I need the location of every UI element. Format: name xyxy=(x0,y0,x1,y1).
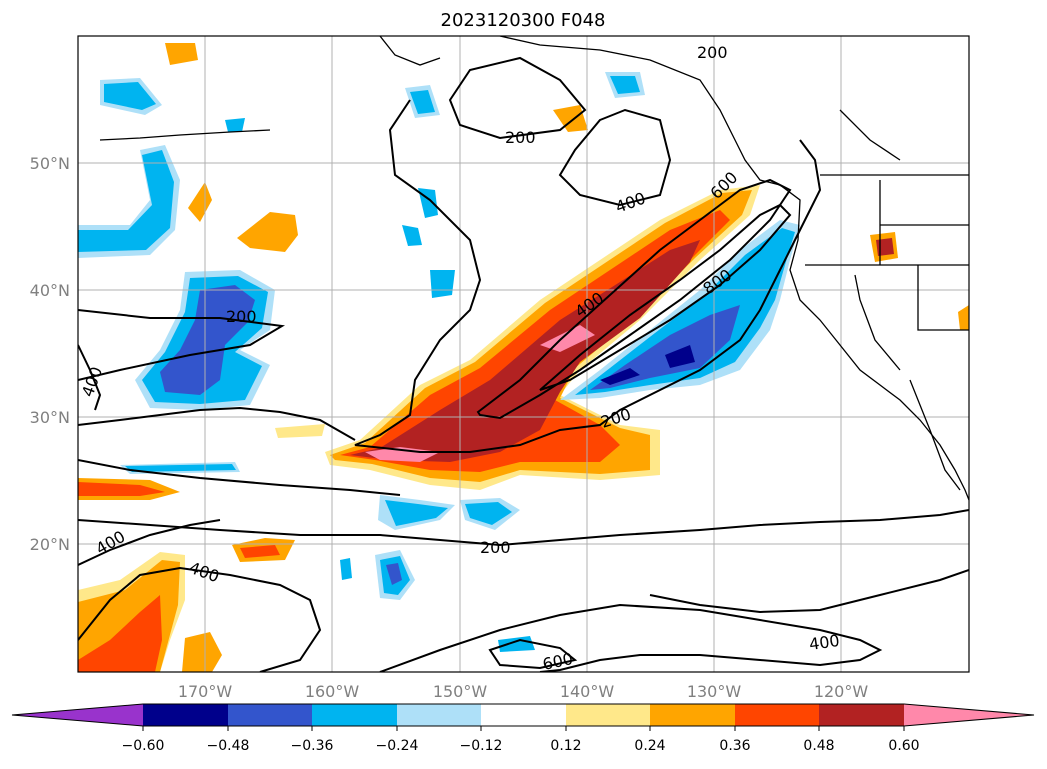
colorbar-tick-label: −0.60 xyxy=(122,738,165,754)
lat-tick-label: 30°N xyxy=(30,408,70,427)
negative-band-navy xyxy=(600,368,640,385)
colorbar-segment xyxy=(650,704,735,726)
contour-label: 200 xyxy=(505,128,536,147)
colorbar-segment xyxy=(397,704,481,726)
contours xyxy=(78,56,969,672)
positive-band-darkred xyxy=(350,240,700,462)
colorbar-tick-label: 0.24 xyxy=(634,738,665,754)
colorbar-segment xyxy=(143,704,228,726)
colorbar: −0.60 −0.48 −0.36 −0.24 −0.12 0.12 0.24 … xyxy=(11,703,1035,754)
colorbar-tick-label: 0.48 xyxy=(803,738,834,754)
colorbar-ticks xyxy=(142,726,905,731)
contour-label: 200 xyxy=(697,43,728,62)
lon-tick-label: 150°W xyxy=(433,682,488,701)
colorbar-high-extension xyxy=(904,704,1034,726)
contour-label: 200 xyxy=(480,538,511,557)
colorbar-segment xyxy=(735,704,819,726)
colorbar-segment xyxy=(481,704,566,726)
contour-label: 200 xyxy=(226,307,257,326)
lon-tick-label: 170°W xyxy=(178,682,233,701)
coastlines xyxy=(99,36,969,501)
map-frame xyxy=(77,35,970,673)
lat-axis: 50°N 40°N 30°N 20°N xyxy=(30,154,70,554)
gridlines xyxy=(78,36,969,672)
contour-label: 400 xyxy=(808,631,841,654)
map-title: 2023120300 F048 xyxy=(441,10,606,31)
lon-tick-label: 160°W xyxy=(305,682,360,701)
lon-tick-label: 130°W xyxy=(687,682,742,701)
map-panel: 200 200 200 200 200 400 400 400 400 400 … xyxy=(78,36,969,674)
lat-tick-label: 50°N xyxy=(30,154,70,173)
colorbar-tick-label: −0.48 xyxy=(207,738,250,754)
colorbar-tick-label: −0.36 xyxy=(291,738,334,754)
lon-tick-label: 120°W xyxy=(814,682,869,701)
colorbar-low-extension xyxy=(12,704,143,726)
contour-label: 600 xyxy=(541,649,575,674)
colorbar-tick-label: 0.36 xyxy=(719,738,750,754)
colorbar-segment xyxy=(312,704,397,726)
colorbar-segment xyxy=(819,704,904,726)
colorbar-tick-label: −0.24 xyxy=(376,738,419,754)
negative-band-blue xyxy=(575,228,795,395)
colorbar-tick-label: 0.60 xyxy=(888,738,919,754)
positive-band-pink xyxy=(365,447,440,462)
lon-axis: 170°W 160°W 150°W 140°W 130°W 120°W xyxy=(178,682,869,701)
colorbar-tick-label: −0.12 xyxy=(460,738,503,754)
lon-tick-label: 140°W xyxy=(560,682,615,701)
negative-band-royal xyxy=(590,305,740,390)
colorbar-segment xyxy=(228,704,312,726)
colorbar-tick-label: 0.12 xyxy=(550,738,581,754)
lat-tick-label: 20°N xyxy=(30,535,70,554)
lat-tick-label: 40°N xyxy=(30,281,70,300)
colorbar-segment xyxy=(566,704,650,726)
